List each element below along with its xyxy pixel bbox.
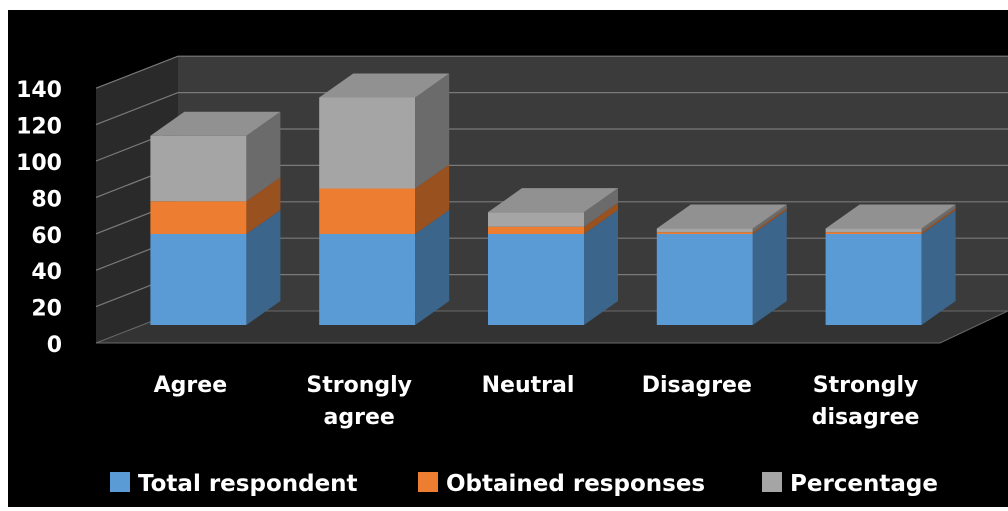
bar-segment [656,204,787,233]
y-axis-tick-labels: 0 20 40 60 80 100 120 140 [16,78,62,358]
legend-label: Total respondent [138,471,358,497]
bars [150,73,956,325]
bar-front [319,188,416,234]
bar-front [150,135,247,202]
legend: Total respondent Obtained responses Percen… [110,471,938,497]
bar-front [150,201,247,234]
bar-front [825,234,922,325]
legend-swatch [418,472,438,492]
bar-side [752,210,787,325]
bar-front [488,212,584,227]
bar-side [584,188,618,227]
legend-item: Obtained responses [418,471,705,497]
bar-top [825,204,956,229]
bar-segment [150,177,281,234]
bar-side [415,210,450,325]
bar-front [825,228,922,233]
bar-front [656,228,753,233]
x-tick-label: Disagree [642,373,752,398]
gridline [95,55,1008,89]
y-tick-label: 100 [16,151,62,176]
y-tick-label: 20 [31,297,62,322]
bar-side [246,177,281,234]
bar-side [584,210,618,325]
legend-label: Percentage [790,471,938,497]
gridline [95,91,1008,126]
bar-front [319,97,416,189]
y-tick-label: 120 [16,115,62,140]
bar-side [246,210,281,325]
bar-front [488,234,584,325]
bar-segment [150,111,281,202]
bar-segment [488,210,618,325]
x-axis-tick-labels: Agree Strongly agree Neutral Disagree Strongl… [154,373,920,430]
y-tick-label: 140 [16,78,62,103]
bar-side [752,208,787,234]
bar-side [415,73,450,189]
bar-front [319,234,416,325]
y-tick-label: 0 [47,333,62,358]
bar-front [150,234,247,325]
y-tick-label: 60 [31,224,62,249]
bar-segment [825,208,956,234]
y-tick-label: 40 [31,260,62,285]
bar-segment [319,210,450,325]
legend-label: Obtained responses [446,471,705,497]
x-tick-label: Neutral [482,373,575,398]
legend-item: Percentage [762,471,938,497]
bar-front [656,232,753,234]
bar-side [921,204,956,233]
bar-side [921,210,956,325]
bar-side [415,164,450,234]
y-tick-label: 80 [31,187,62,212]
x-tick-label: Agree [154,373,227,398]
bar-segment [150,210,281,325]
bar-segment [319,73,450,189]
bar-top [488,188,618,213]
bar-segment [488,202,618,234]
bar-front [488,226,584,234]
bar-side [584,202,618,234]
bar-segment [319,164,450,234]
bar-segment [656,210,787,325]
legend-swatch [762,472,782,492]
bar-top [319,73,450,98]
bar-side [921,208,956,234]
bar-front [825,232,922,234]
bar-top [150,111,281,136]
bar-top [656,204,787,229]
bar-front [656,234,753,325]
bar-segment [488,188,618,227]
bar-segment [656,208,787,234]
legend-item: Total respondent [110,471,358,497]
bar-side [752,204,787,233]
bar-side [246,111,281,202]
bar-segment [825,204,956,233]
legend-swatch [110,472,130,492]
bar-segment [825,210,956,325]
x-tick-label: Strongly disagree [812,373,920,430]
x-tick-label: Strongly agree [306,373,412,430]
